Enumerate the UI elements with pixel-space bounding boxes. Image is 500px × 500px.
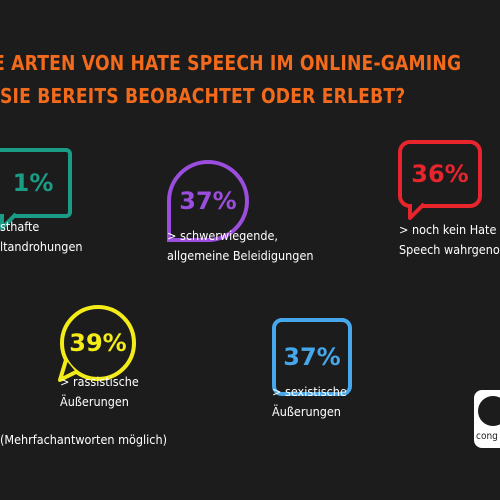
- brand-logo: cong: [474, 390, 500, 448]
- page-title-line-2: SIE BEREITS BEOBACHTET ODER ERLEBT?: [0, 84, 406, 108]
- stat-label-line-2: Äußerungen: [272, 404, 341, 419]
- stat-label: > rassistische Äußerungen: [60, 372, 139, 412]
- logo-mark-icon: [478, 396, 500, 426]
- speech-bubble-icon: 36%: [398, 140, 482, 208]
- stat-label-line-1: > schwerwiegende,: [167, 228, 278, 243]
- stat-value: 37%: [283, 343, 341, 371]
- speech-bubble-tail-icon: [0, 212, 18, 230]
- stat-label-line-2: allgemeine Beleidigungen: [167, 248, 314, 263]
- speech-bubble-tail-icon: [58, 359, 77, 382]
- stat-value: 39%: [69, 329, 127, 357]
- stat-label: > schwerwiegende, allgemeine Beleidigung…: [167, 226, 314, 266]
- stat-label-line-1: > noch kein Hate: [399, 222, 497, 237]
- footnote: (Mehrfachantworten möglich): [0, 432, 167, 447]
- circle-bubble-icon: 39%: [60, 305, 136, 381]
- page-title-line-1: E ARTEN VON HATE SPEECH IM ONLINE-GAMING: [0, 51, 462, 75]
- stat-label-line-1: > sexistische: [272, 384, 347, 399]
- stat-value: 37%: [179, 187, 237, 215]
- stat-label: > sexistische Äußerungen: [272, 382, 347, 422]
- rounded-square-icon: 37%: [272, 318, 352, 396]
- stat-label-line-1: sthafte: [0, 219, 40, 234]
- stat-label-line-2: ltandrohungen: [0, 239, 83, 254]
- stat-value: 1%: [12, 169, 54, 197]
- teardrop-bubble-icon: 37%: [167, 160, 249, 242]
- logo-text: cong: [476, 431, 498, 442]
- speech-bubble-icon: 1%: [0, 148, 72, 218]
- stat-value: 36%: [411, 160, 469, 188]
- stat-label-line-2: Speech wahrgenom: [399, 242, 500, 257]
- speech-bubble-tail-icon: [408, 202, 426, 220]
- stat-label-line-1: > rassistische: [60, 374, 139, 389]
- stat-label: sthafte ltandrohungen: [0, 217, 83, 257]
- stat-label: > noch kein Hate Speech wahrgenom: [399, 220, 500, 260]
- stat-label-line-2: Äußerungen: [60, 394, 129, 409]
